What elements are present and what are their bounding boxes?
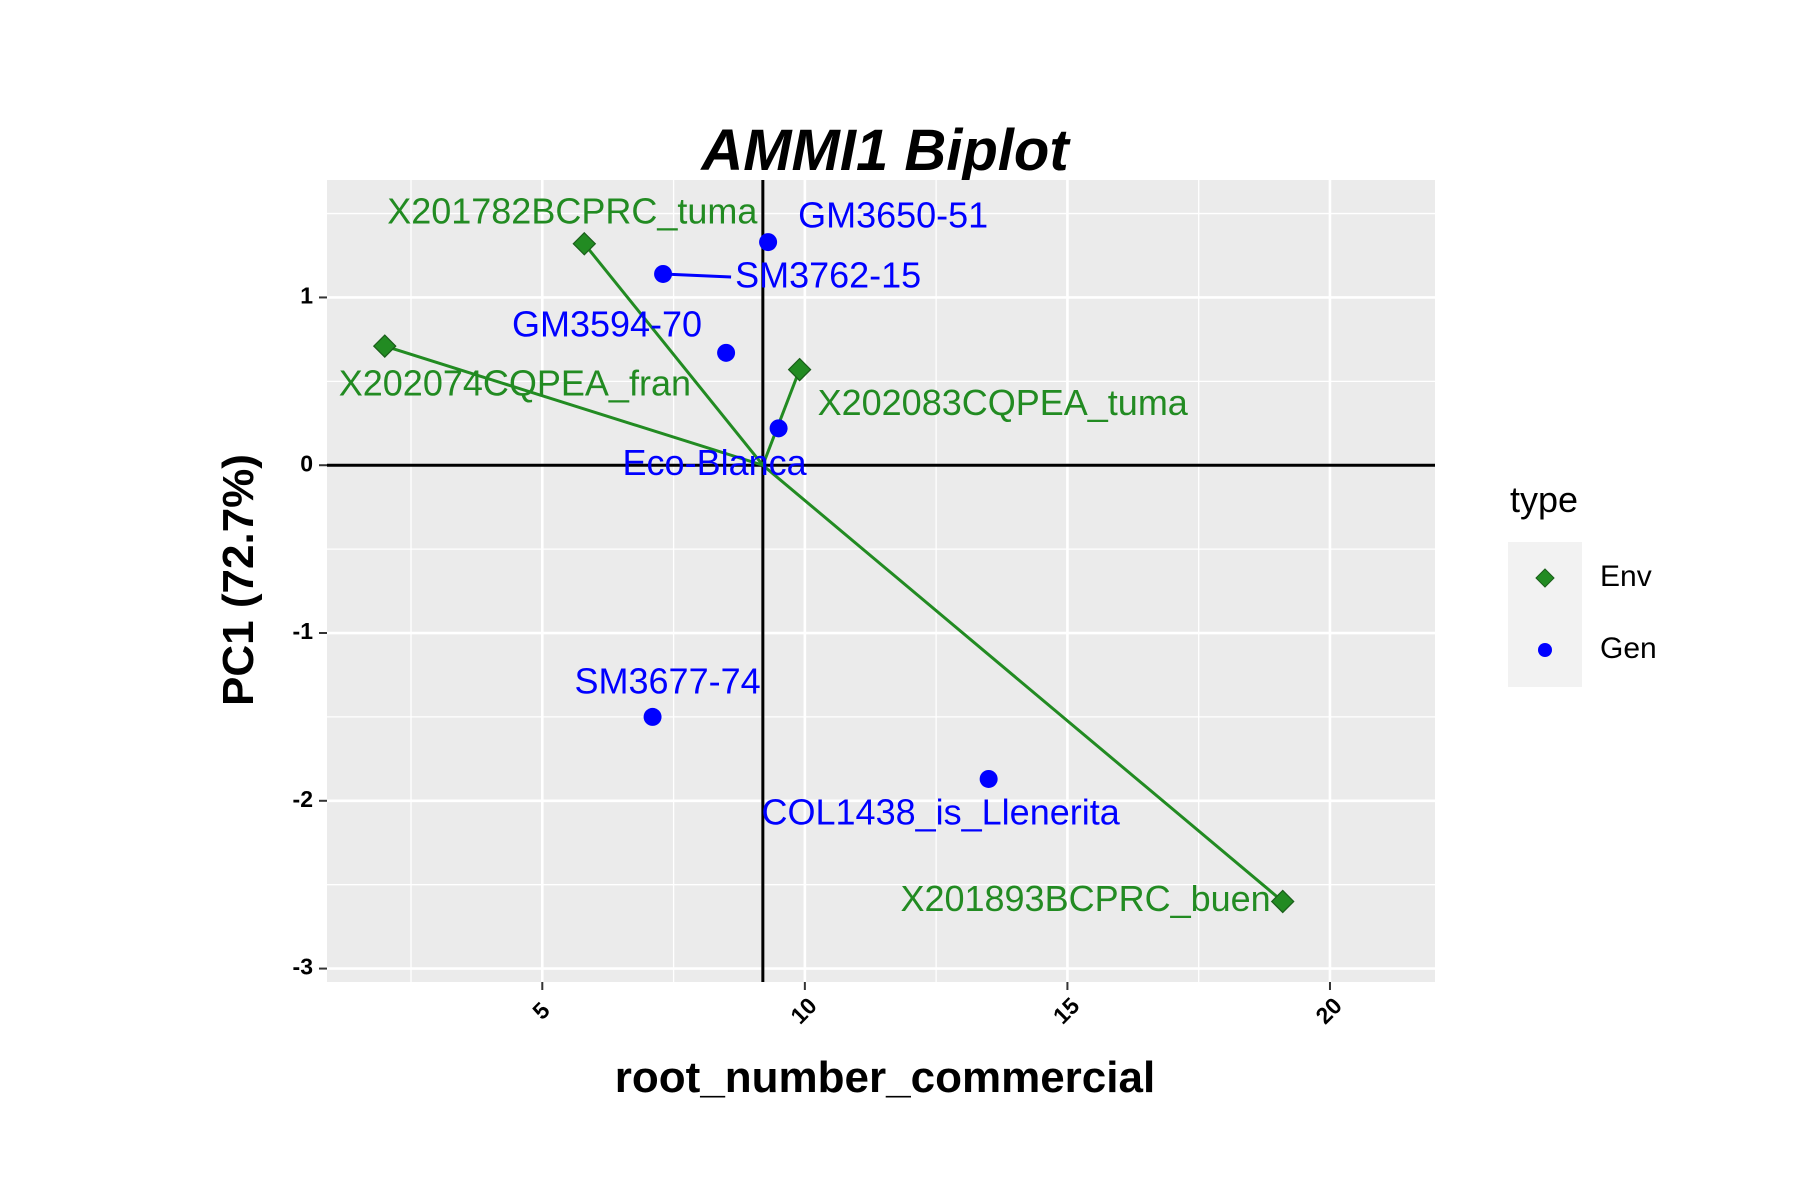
legend-title: type xyxy=(1510,479,1578,520)
env-point-label: X202074CQPEA_fran xyxy=(339,363,691,404)
legend-label-gen: Gen xyxy=(1600,632,1657,665)
gen-point-label: GM3650-51 xyxy=(798,195,988,236)
y-axis-title: PC1 (72.7%) xyxy=(214,454,263,706)
legend-key-background xyxy=(1508,542,1582,687)
env-point-label: X201893BCPRC_buen xyxy=(900,878,1270,919)
chart-title: AMMI1 Biplot xyxy=(699,118,1071,183)
env-point-label: X202083CQPEA_tuma xyxy=(818,382,1189,423)
grid-lines xyxy=(327,180,1435,982)
env-vectors xyxy=(384,242,1284,903)
label-connector-line xyxy=(663,272,732,279)
x-tick-label: 20 xyxy=(1310,992,1346,1028)
env-point-marker xyxy=(1270,889,1295,914)
env-point-label: X201782BCPRC_tuma xyxy=(387,190,758,231)
env-point-marker xyxy=(372,334,397,358)
legend-label-env: Env xyxy=(1600,560,1652,593)
env-point-marker xyxy=(787,357,812,382)
gen-point-label: COL1438_is_Llenerita xyxy=(762,791,1121,832)
legend-gen-circle-icon xyxy=(1538,643,1552,657)
gen-point-marker xyxy=(759,233,778,252)
y-tick-label: -3 xyxy=(293,954,313,980)
data-points xyxy=(372,231,1295,914)
gen-point-label: SM3762-15 xyxy=(735,254,921,295)
gen-point-marker xyxy=(979,769,998,788)
x-tick-label: 5 xyxy=(527,997,555,1025)
env-vector-line xyxy=(583,242,765,467)
x-tick-label: 10 xyxy=(785,992,821,1028)
gen-point-marker xyxy=(717,343,736,362)
env-vector-line xyxy=(384,344,764,467)
y-tick-label: -1 xyxy=(293,618,314,644)
plot-panel xyxy=(327,180,1435,982)
reference-lines xyxy=(327,180,1435,982)
gen-point-marker xyxy=(769,419,788,438)
point-labels: X201782BCPRC_tuma X202074CQPEA_fran X20208… xyxy=(339,190,1271,919)
y-tick-label: -2 xyxy=(293,786,313,812)
legend: type Env Gen xyxy=(1508,479,1657,687)
x-tick-label: 15 xyxy=(1048,992,1085,1029)
y-tick-label: 1 xyxy=(300,283,313,309)
env-vector-line xyxy=(761,369,802,466)
y-tick-label: 0 xyxy=(300,450,313,476)
gen-point-label: Eco-Blanca xyxy=(623,442,808,483)
gen-point-marker xyxy=(643,707,662,726)
gen-point-marker xyxy=(654,264,673,283)
x-axis-title: root_number_commercial xyxy=(615,1053,1155,1102)
gen-point-label: GM3594-70 xyxy=(512,303,702,344)
env-point-marker xyxy=(572,231,597,256)
gen-point-label: SM3677-74 xyxy=(575,660,761,701)
legend-env-diamond-icon xyxy=(1535,568,1555,588)
env-vector-line xyxy=(761,464,1284,903)
